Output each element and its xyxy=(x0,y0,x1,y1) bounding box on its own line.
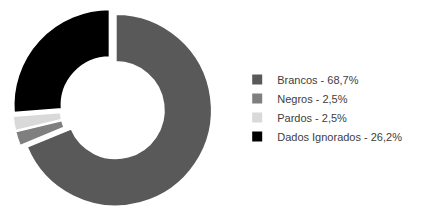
svg-text:Pardos - 2,5%: Pardos - 2,5% xyxy=(277,112,347,124)
svg-text:Negros - 2,5%: Negros - 2,5% xyxy=(277,93,348,105)
svg-text:Dados Ignorados - 26,2%: Dados Ignorados - 26,2% xyxy=(277,131,402,143)
svg-text:Brancos - 68,7%: Brancos - 68,7% xyxy=(277,74,359,86)
